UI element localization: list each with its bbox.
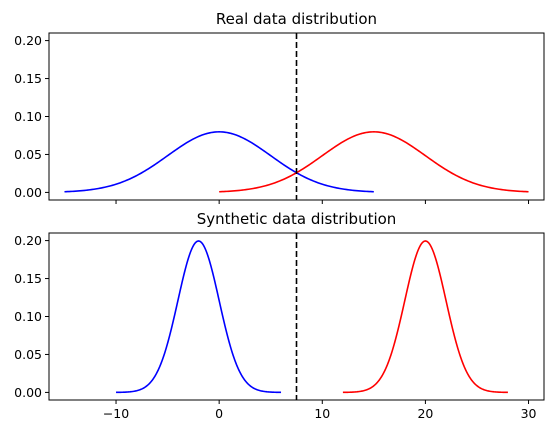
chart-title: Synthetic data distribution	[197, 210, 397, 228]
y-tick-label: 0.05	[14, 347, 42, 362]
y-tick-label: 0.15	[14, 271, 42, 286]
y-tick-label: 0.20	[14, 33, 42, 48]
series-line-1	[342, 240, 508, 394]
axes-frame	[48, 232, 545, 401]
y-tick-label: 0.10	[14, 309, 42, 324]
x-tick-label: 0	[215, 406, 223, 421]
series-line-0	[64, 131, 374, 193]
y-tick-label: 0.10	[14, 109, 42, 124]
chart-title: Real data distribution	[216, 10, 377, 28]
y-tick-label: 0.00	[14, 385, 42, 400]
panel-synthetic: Synthetic data distribution 0.00 0.05 0.10 0…	[14, 210, 545, 421]
y-tick-label: 0.20	[14, 233, 42, 248]
axes-frame	[48, 32, 545, 201]
y-tick-label: 0.05	[14, 147, 42, 162]
y-tick-label: 0.15	[14, 71, 42, 86]
x-tick-label: 10	[314, 406, 330, 421]
series-line-1	[219, 131, 529, 193]
panel-real: Real data distribution 0.00 0.05 0.10 0.15 0.…	[14, 10, 545, 204]
x-tick-label: 20	[417, 406, 433, 421]
series-line-0	[116, 240, 282, 394]
y-tick-label: 0.00	[14, 185, 42, 200]
x-tick-label: 30	[521, 406, 537, 421]
x-tick-label: −10	[103, 406, 129, 421]
